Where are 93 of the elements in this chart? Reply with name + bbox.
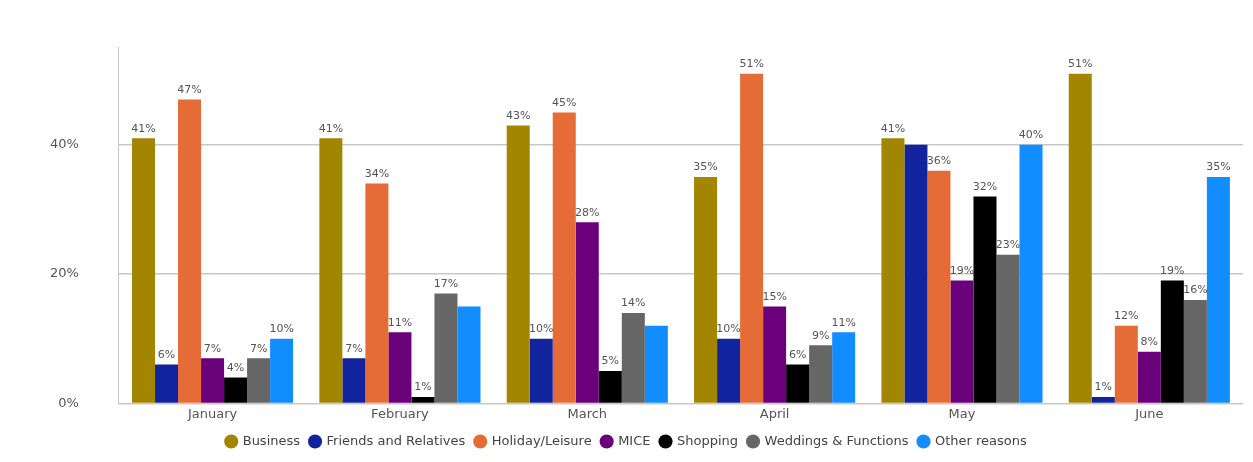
x-tick-label: March — [567, 405, 608, 421]
bar — [388, 332, 412, 403]
bar — [598, 371, 622, 403]
bar — [1206, 177, 1230, 403]
data-label: 14% — [621, 296, 646, 310]
bar — [155, 364, 179, 403]
data-label: 4% — [226, 360, 245, 374]
legend-label: Weddings & Functions — [764, 432, 909, 448]
data-label: 41% — [880, 121, 906, 135]
data-label: 11% — [831, 315, 856, 329]
data-label: 1% — [1094, 380, 1113, 394]
data-label: 16% — [1183, 283, 1208, 297]
data-label: 15% — [762, 289, 787, 303]
bar — [434, 293, 458, 403]
bar — [457, 306, 481, 403]
x-tick-label: May — [948, 405, 976, 421]
data-label: 6% — [157, 347, 176, 361]
data-label: 6% — [788, 347, 807, 361]
y-tick-label: 20% — [49, 265, 79, 281]
bar — [529, 338, 553, 403]
bar — [740, 73, 764, 403]
x-tick-label: June — [1134, 405, 1164, 421]
data-label: 10% — [716, 322, 741, 336]
bar — [552, 112, 576, 403]
bar — [1068, 73, 1092, 403]
data-label: 17% — [433, 276, 459, 290]
legend-label: Friends and Relatives — [326, 432, 466, 448]
legend-label: Shopping — [676, 432, 739, 448]
bar — [342, 358, 366, 403]
data-label: 35% — [693, 160, 718, 174]
data-label: 12% — [1114, 309, 1139, 323]
bar — [694, 177, 718, 403]
bar — [927, 170, 951, 403]
bar — [132, 138, 156, 403]
x-tick-label: January — [186, 405, 238, 421]
bar — [809, 345, 833, 403]
data-label: 7% — [203, 341, 222, 355]
bar — [644, 325, 668, 403]
data-label: 7% — [249, 341, 268, 355]
data-label: 8% — [1140, 335, 1159, 349]
bar — [224, 377, 248, 403]
data-label: 43% — [505, 108, 531, 122]
bar — [1183, 299, 1207, 403]
bar — [178, 99, 202, 403]
bar — [1137, 351, 1161, 403]
data-label: 51% — [1068, 57, 1093, 71]
legend-label: Holiday/Leisure — [491, 432, 592, 448]
bar — [621, 312, 645, 403]
data-label: 47% — [177, 82, 202, 96]
data-label: 40% — [1018, 128, 1044, 142]
bar — [1091, 396, 1115, 403]
bar — [881, 138, 905, 403]
data-label: 19% — [1160, 263, 1185, 277]
y-tick-label: 0% — [58, 394, 79, 410]
bar — [1019, 144, 1043, 403]
bar — [904, 144, 928, 403]
bar — [763, 306, 787, 403]
bar — [270, 338, 294, 403]
data-label: 35% — [1206, 160, 1231, 174]
legend-label: Business — [242, 432, 301, 448]
bar — [247, 358, 271, 403]
legend-label: Other reasons — [934, 432, 1028, 448]
bar — [950, 280, 974, 403]
data-label: 1% — [414, 380, 432, 394]
x-tick-label: April — [759, 405, 790, 421]
data-label: 5% — [601, 354, 620, 368]
bar — [201, 358, 225, 403]
bar — [1114, 325, 1138, 403]
bar — [575, 222, 599, 403]
bar — [1160, 280, 1184, 403]
y-tick-label: 40% — [49, 136, 79, 152]
data-label: 41% — [131, 121, 156, 135]
data-label: 34% — [364, 166, 390, 180]
bar — [319, 138, 343, 403]
data-label: 11% — [387, 315, 413, 329]
data-label: 9% — [811, 328, 830, 342]
bar — [996, 254, 1020, 403]
bar — [506, 125, 530, 403]
data-label: 41% — [318, 121, 344, 135]
data-label: 51% — [739, 57, 764, 71]
data-label: 7% — [345, 341, 363, 355]
bar — [832, 332, 856, 403]
legend-label: MICE — [618, 432, 651, 448]
data-label: 10% — [269, 322, 294, 336]
bar — [786, 364, 810, 403]
bar — [365, 183, 389, 403]
data-label: 10% — [529, 322, 554, 336]
x-tick-label: February — [371, 405, 430, 421]
bar — [973, 196, 997, 403]
data-label: 32% — [972, 179, 998, 193]
data-label: 45% — [552, 95, 577, 109]
bar — [717, 338, 741, 403]
bar — [411, 396, 435, 403]
